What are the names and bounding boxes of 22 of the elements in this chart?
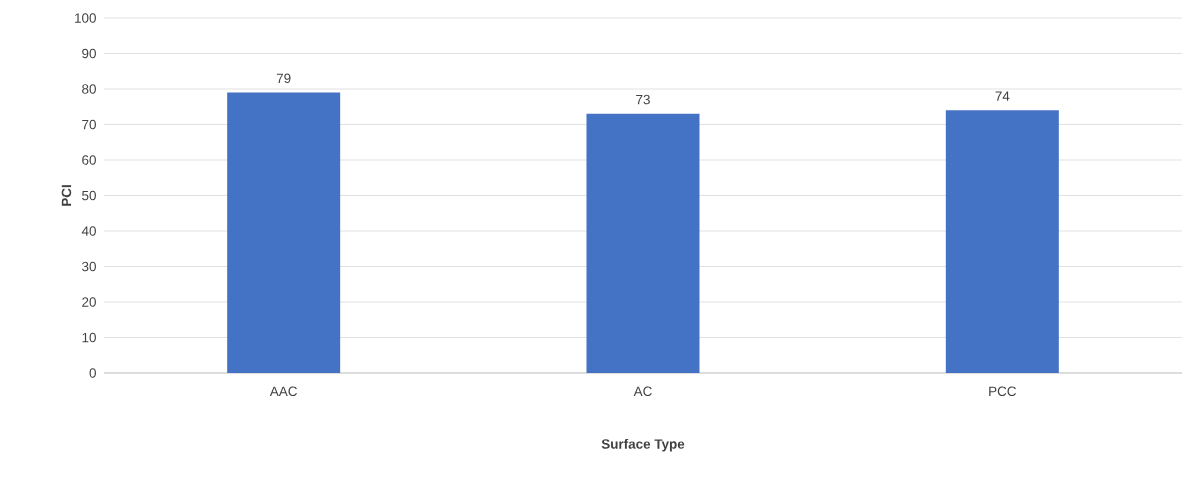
y-tick-label: 40: [81, 226, 96, 236]
x-tick-label: PCC: [989, 386, 1017, 397]
y-tick-label: 20: [82, 297, 96, 307]
y-tick-label: 30: [82, 261, 96, 272]
y-tick-label: 50: [82, 190, 96, 201]
y-tick-label: 70: [82, 119, 96, 130]
x-axis-title: Surface Type: [601, 438, 685, 452]
y-tick-label: 10: [82, 332, 96, 343]
x-tick-label: AC: [633, 386, 652, 397]
y-tick-label: 100: [75, 13, 96, 23]
bar: [227, 92, 341, 373]
bar: [586, 113, 700, 373]
y-axis-title: PCI: [61, 185, 72, 206]
data-label: 73: [636, 94, 650, 105]
data-label: 74: [995, 91, 1010, 101]
data-label: 79: [276, 73, 291, 84]
y-tick-label: 60: [82, 155, 96, 165]
x-tick-label: AAC: [269, 386, 297, 397]
y-tick-label: 80: [82, 84, 96, 94]
bar: [945, 110, 1059, 373]
y-tick-label: 0: [89, 368, 96, 378]
y-tick-label: 90: [82, 48, 96, 59]
